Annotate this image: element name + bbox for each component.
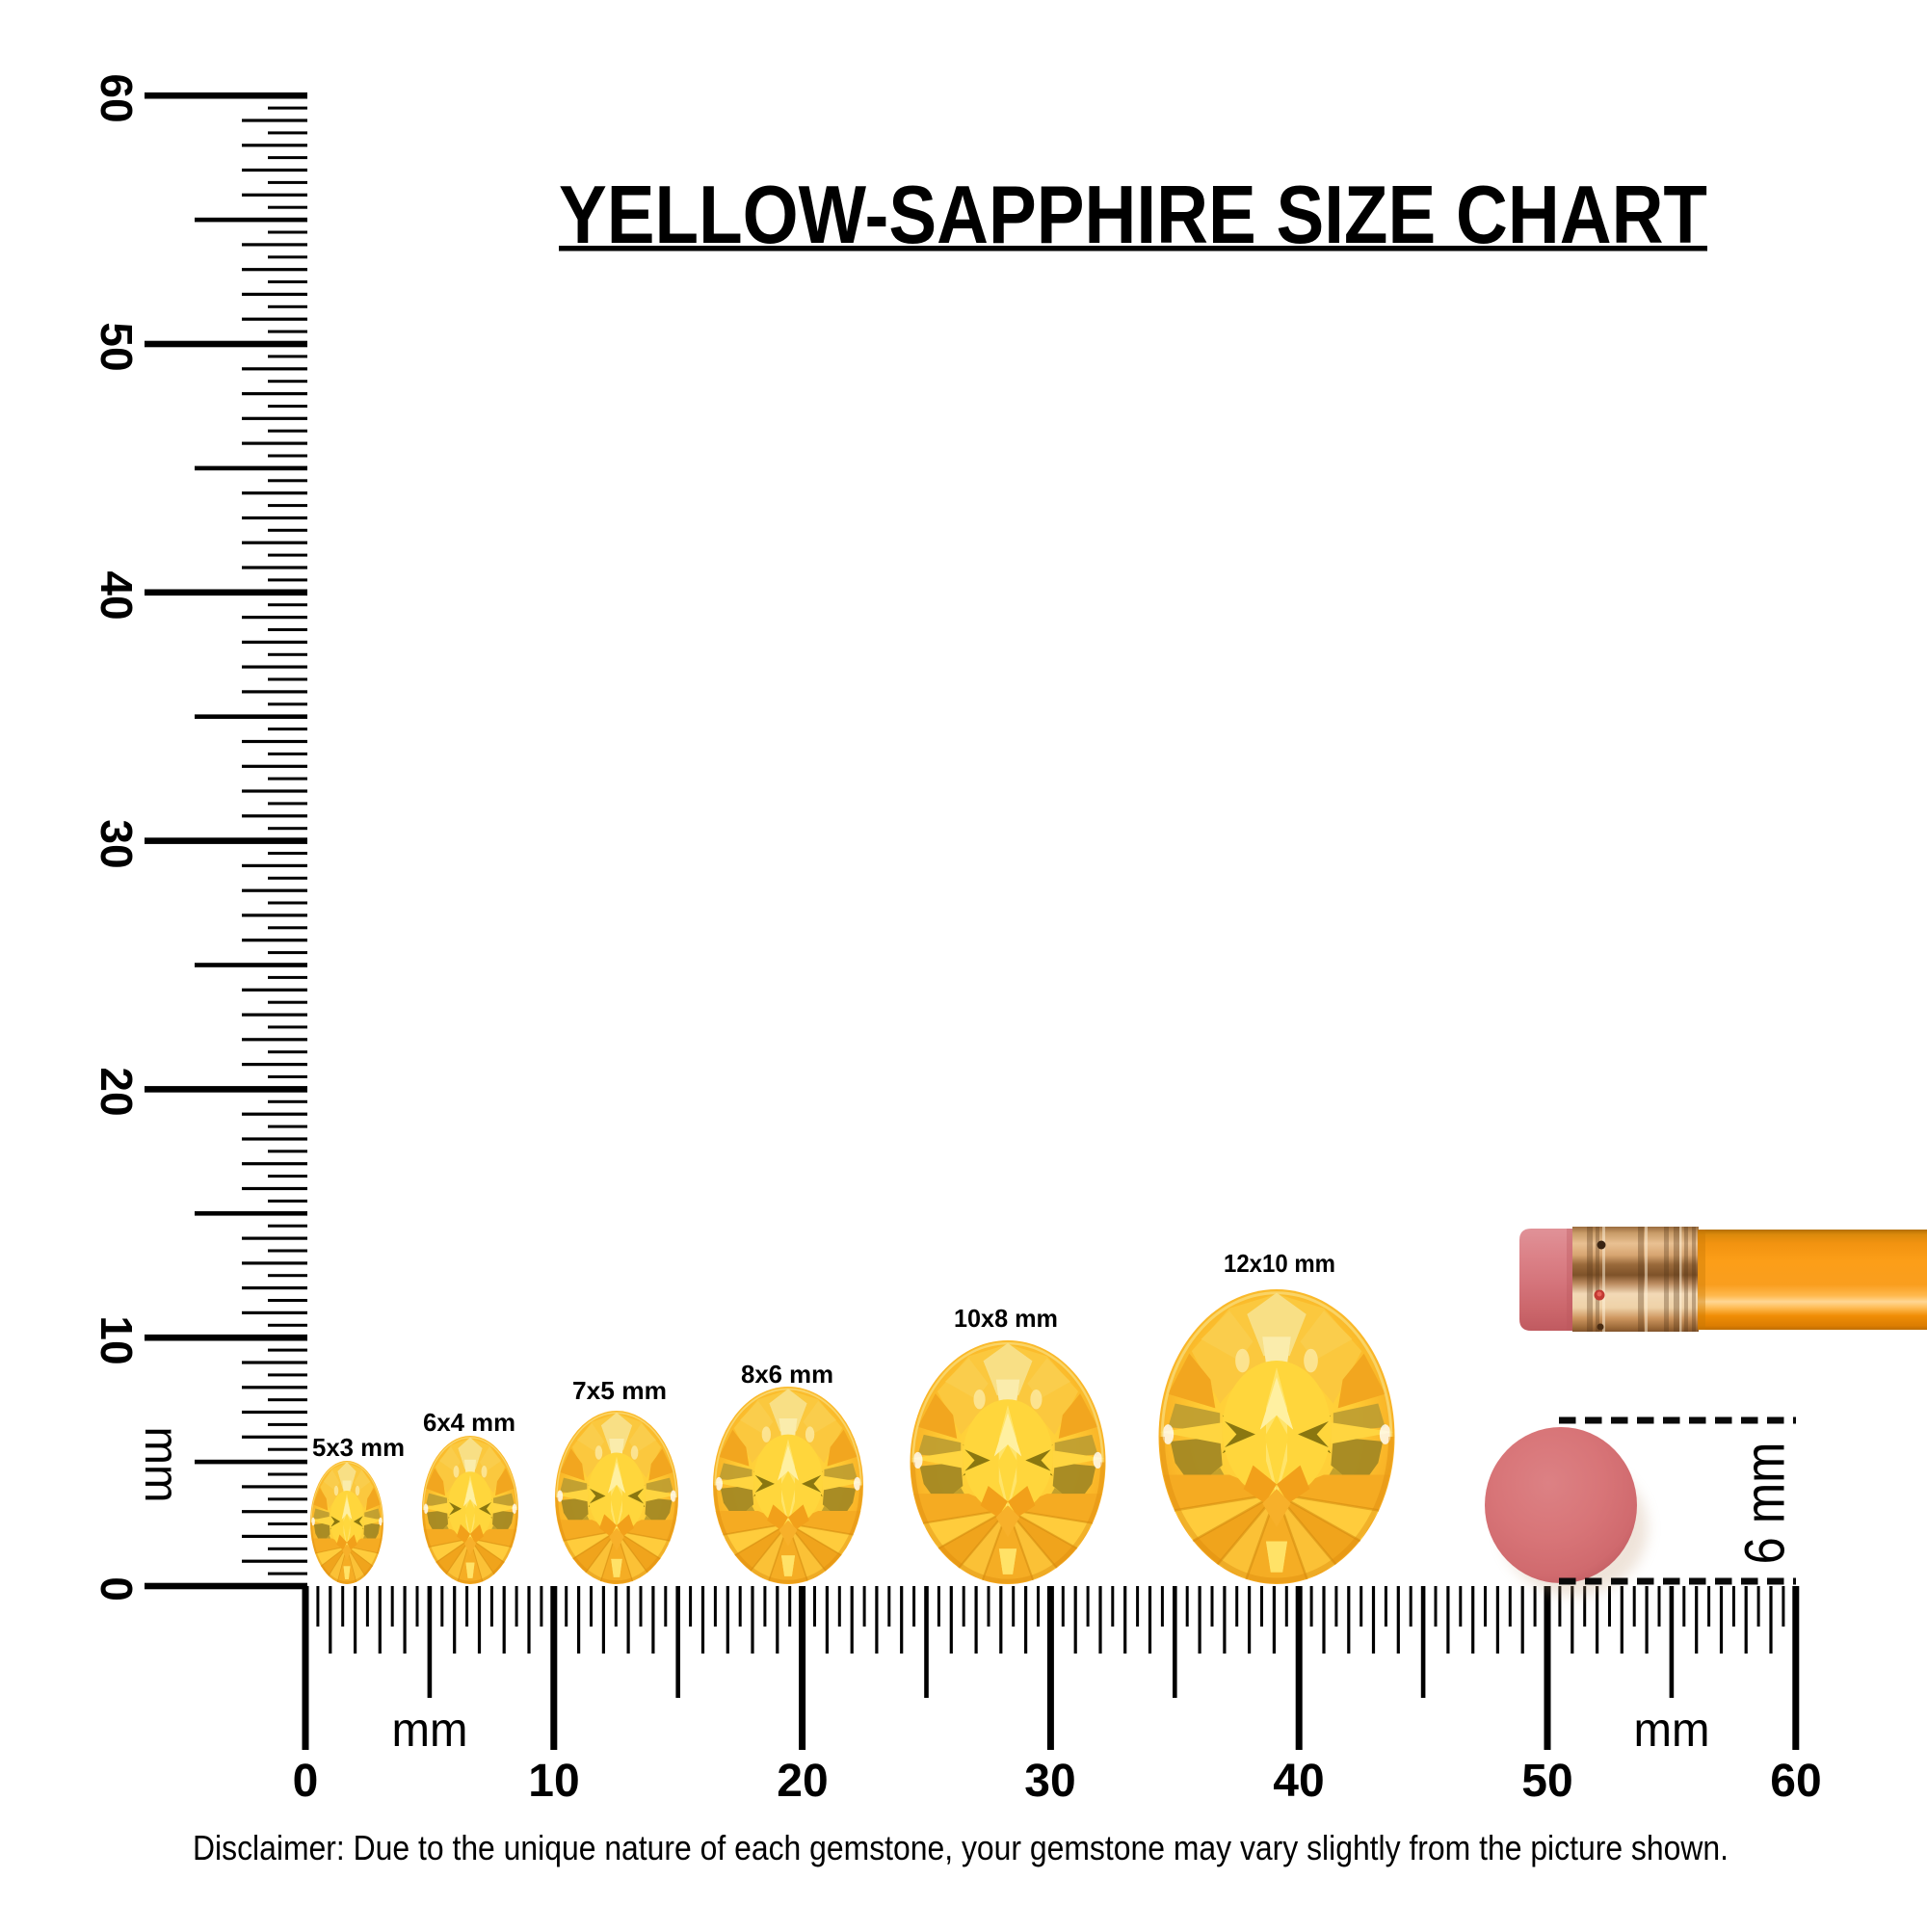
svg-text:20: 20: [777, 1756, 828, 1807]
svg-text:10: 10: [92, 1315, 142, 1364]
svg-text:30: 30: [92, 819, 142, 868]
svg-text:40: 40: [1273, 1756, 1324, 1807]
svg-text:0: 0: [293, 1756, 319, 1807]
svg-text:10x8 mm: 10x8 mm: [954, 1304, 1058, 1333]
svg-text:7x5 mm: 7x5 mm: [572, 1376, 667, 1405]
svg-text:50: 50: [1521, 1756, 1572, 1807]
svg-text:5x3 mm: 5x3 mm: [312, 1433, 405, 1462]
svg-text:8x6 mm: 8x6 mm: [741, 1360, 833, 1389]
svg-text:6 mm: 6 mm: [1734, 1442, 1797, 1565]
svg-text:60: 60: [92, 73, 142, 122]
svg-text:50: 50: [92, 322, 142, 371]
svg-text:mm: mm: [392, 1703, 468, 1757]
svg-text:mm: mm: [1634, 1703, 1710, 1757]
svg-text:6x4 mm: 6x4 mm: [423, 1408, 515, 1437]
svg-text:0: 0: [92, 1576, 142, 1601]
svg-text:30: 30: [1024, 1756, 1075, 1807]
svg-text:60: 60: [1770, 1756, 1821, 1807]
svg-text:40: 40: [92, 570, 142, 620]
svg-text:12x10 mm: 12x10 mm: [1224, 1249, 1335, 1278]
svg-text:mm: mm: [135, 1427, 189, 1503]
svg-text:Disclaimer: Due to the unique: Disclaimer: Due to the unique nature of …: [193, 1828, 1729, 1867]
svg-text:10: 10: [528, 1756, 579, 1807]
svg-text:20: 20: [92, 1067, 142, 1116]
